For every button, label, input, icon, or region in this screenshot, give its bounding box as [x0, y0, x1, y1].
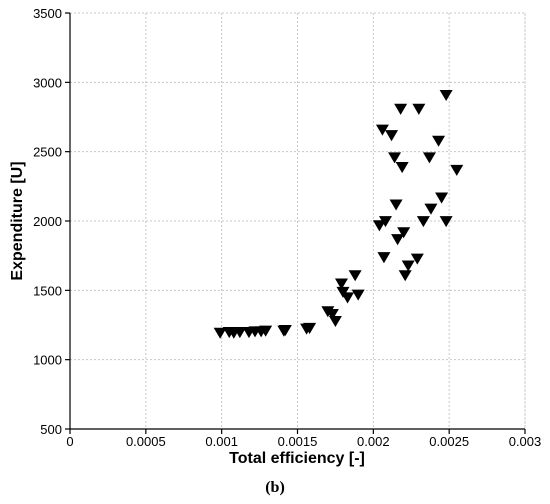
data-point — [388, 152, 402, 164]
data-point — [397, 227, 411, 239]
x-tick-label: 0 — [66, 434, 73, 449]
data-point — [372, 220, 386, 232]
y-tick-label: 1000 — [33, 353, 62, 368]
x-tick-label: 0.003 — [509, 434, 542, 449]
panel-label: (b) — [265, 479, 285, 496]
data-point — [394, 103, 408, 115]
data-point — [439, 216, 453, 228]
data-point — [278, 324, 292, 337]
data-point — [410, 253, 424, 265]
data-point — [416, 216, 430, 228]
data-point — [351, 289, 365, 301]
data-point — [391, 234, 405, 246]
data-points — [213, 89, 464, 339]
y-tick-label: 3000 — [33, 75, 62, 90]
data-point — [389, 199, 403, 211]
x-tick-label: 0.0025 — [429, 434, 469, 449]
data-point — [422, 152, 436, 164]
data-point — [439, 89, 453, 101]
y-axis-title: Expenditure [U] — [9, 161, 26, 280]
data-point — [432, 135, 446, 147]
y-tick-label: 2500 — [33, 145, 62, 160]
data-point — [233, 327, 247, 339]
data-point — [377, 252, 391, 264]
data-point — [328, 315, 342, 328]
x-axis-title: Total efficiency [-] — [229, 450, 365, 467]
x-axis-ticks: 0 0.0005 0.001 0.0015 0.002 0.0025 0.003 — [66, 429, 541, 449]
x-tick-label: 0.0005 — [126, 434, 166, 449]
x-tick-label: 0.001 — [205, 434, 238, 449]
y-axis-ticks: 500 1000 1500 2000 2500 3000 3500 — [33, 6, 70, 437]
y-tick-label: 3500 — [33, 6, 62, 21]
data-point — [336, 286, 350, 298]
data-point — [401, 260, 415, 272]
data-point — [378, 216, 392, 228]
data-point — [348, 270, 362, 282]
data-point — [303, 322, 317, 334]
data-point — [213, 327, 227, 339]
data-point — [424, 203, 438, 215]
y-tick-label: 500 — [40, 422, 62, 437]
data-point — [398, 270, 412, 282]
y-tick-label: 2000 — [33, 214, 62, 229]
data-point — [375, 124, 389, 136]
data-point — [325, 309, 339, 321]
grid — [69, 12, 526, 430]
data-point — [385, 130, 399, 142]
data-point — [450, 164, 464, 176]
data-point — [334, 278, 348, 290]
data-point — [395, 162, 409, 174]
data-point — [341, 292, 355, 304]
x-tick-label: 0.002 — [357, 434, 390, 449]
x-tick-label: 0.0015 — [278, 434, 318, 449]
data-point — [259, 325, 273, 337]
y-tick-label: 1500 — [33, 283, 62, 298]
data-point — [412, 103, 426, 115]
data-point — [435, 192, 449, 204]
